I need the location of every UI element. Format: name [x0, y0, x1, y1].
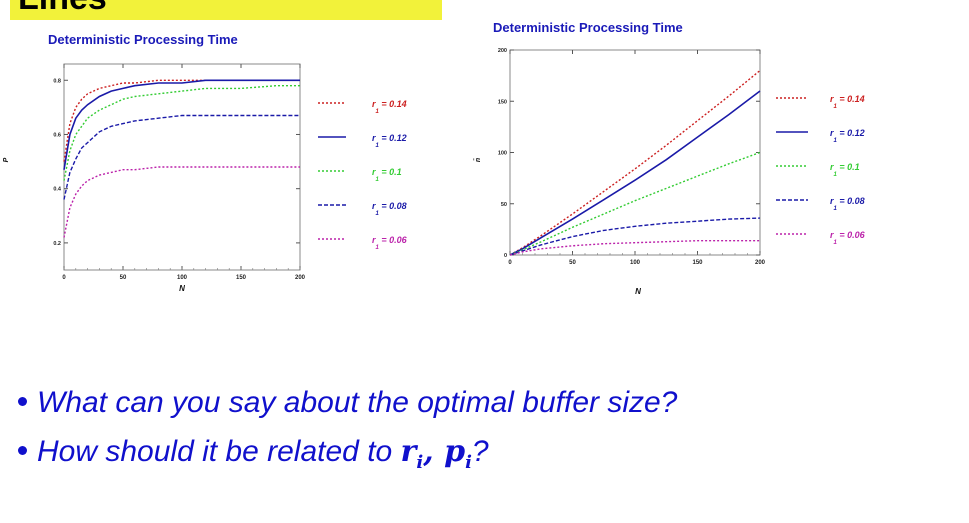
x-tick-label: 200	[755, 260, 766, 266]
chart-2-title: Deterministic Processing Time	[493, 20, 683, 35]
series-line-3	[509, 151, 761, 256]
bullet-dot	[18, 396, 27, 406]
series-line-1	[509, 69, 761, 256]
bullet-text-2a: How should it be related to	[37, 435, 401, 468]
series-line-1	[63, 79, 300, 162]
bullet-dot	[18, 445, 27, 455]
x-axis-label: N	[635, 287, 641, 296]
y-tick-label: 50	[501, 202, 507, 208]
y-tick-label: 0.6	[53, 132, 61, 138]
y-tick-label: 100	[498, 151, 507, 157]
x-tick-label: 200	[295, 275, 306, 281]
x-tick-label: 100	[630, 260, 641, 266]
series-line-4	[509, 217, 761, 256]
legend-label-1: r1 = 0.14	[372, 99, 407, 115]
plot-frame	[509, 49, 761, 256]
series-line-3	[63, 84, 300, 181]
plot-frame	[63, 63, 301, 271]
chart-1-title: Deterministic Processing Time	[48, 32, 238, 47]
legend-label-5: r1 = 0.06	[830, 230, 866, 246]
legend-label-4: r1 = 0.08	[372, 201, 407, 217]
y-tick-label: 0.8	[53, 78, 61, 84]
x-tick-label: 50	[120, 275, 127, 281]
bullet-text-2b: ?	[471, 435, 489, 468]
series-line-2	[63, 79, 300, 170]
x-tick-label: 100	[177, 275, 188, 281]
legend-label-5: r1 = 0.06	[372, 235, 408, 251]
y-axis-label: P	[3, 157, 10, 162]
slide-title-bar	[10, 0, 442, 20]
y-axis-label: n̄	[473, 158, 482, 162]
bullet-text-1: What can you say about the optimal buffe…	[37, 386, 678, 419]
legend-label-2: r1 = 0.12	[372, 133, 407, 149]
x-tick-label: 0	[508, 260, 512, 266]
y-tick-label: 200	[498, 48, 507, 54]
bullet-item-1: What can you say about the optimal buffe…	[18, 386, 677, 420]
y-tick-label: 150	[498, 99, 507, 105]
legend-label-3: r1 = 0.1	[830, 162, 860, 178]
bullet-item-2: How should it be related to ri, pi?	[18, 434, 489, 473]
legend-label-3: r1 = 0.1	[372, 167, 402, 183]
y-tick-label: 0.4	[53, 187, 62, 193]
slide-title: Lines	[18, 0, 107, 15]
series-line-4	[63, 114, 300, 200]
x-tick-label: 50	[569, 260, 576, 266]
series-line-2	[509, 90, 761, 256]
x-tick-label: 150	[236, 275, 247, 281]
x-tick-label: 150	[692, 260, 703, 266]
y-tick-label: 0	[504, 253, 507, 259]
series-line-5	[63, 166, 300, 238]
math-p-i: pi	[444, 434, 472, 473]
chart-2-inventory: 0 50 100 150 200 0 50 100 150 200 Nn̄ r1 = 0.14 r1 =…	[473, 48, 866, 296]
math-r-i: ri	[400, 434, 424, 473]
x-tick-label: 0	[62, 275, 66, 281]
x-axis-label: N	[179, 284, 185, 293]
chart-1-throughput: 0 50 100 150 200 0.2 0.4 0.6 0.8 N Pr1 = 0.14 r1 = …	[3, 63, 408, 293]
legend-label-1: r1 = 0.14	[830, 94, 865, 110]
math-sep: ,	[423, 434, 445, 469]
legend-label-2: r1 = 0.12	[830, 128, 865, 144]
legend-label-4: r1 = 0.08	[830, 196, 865, 212]
y-tick-label: 0.2	[53, 241, 61, 247]
series-line-5	[509, 239, 760, 256]
